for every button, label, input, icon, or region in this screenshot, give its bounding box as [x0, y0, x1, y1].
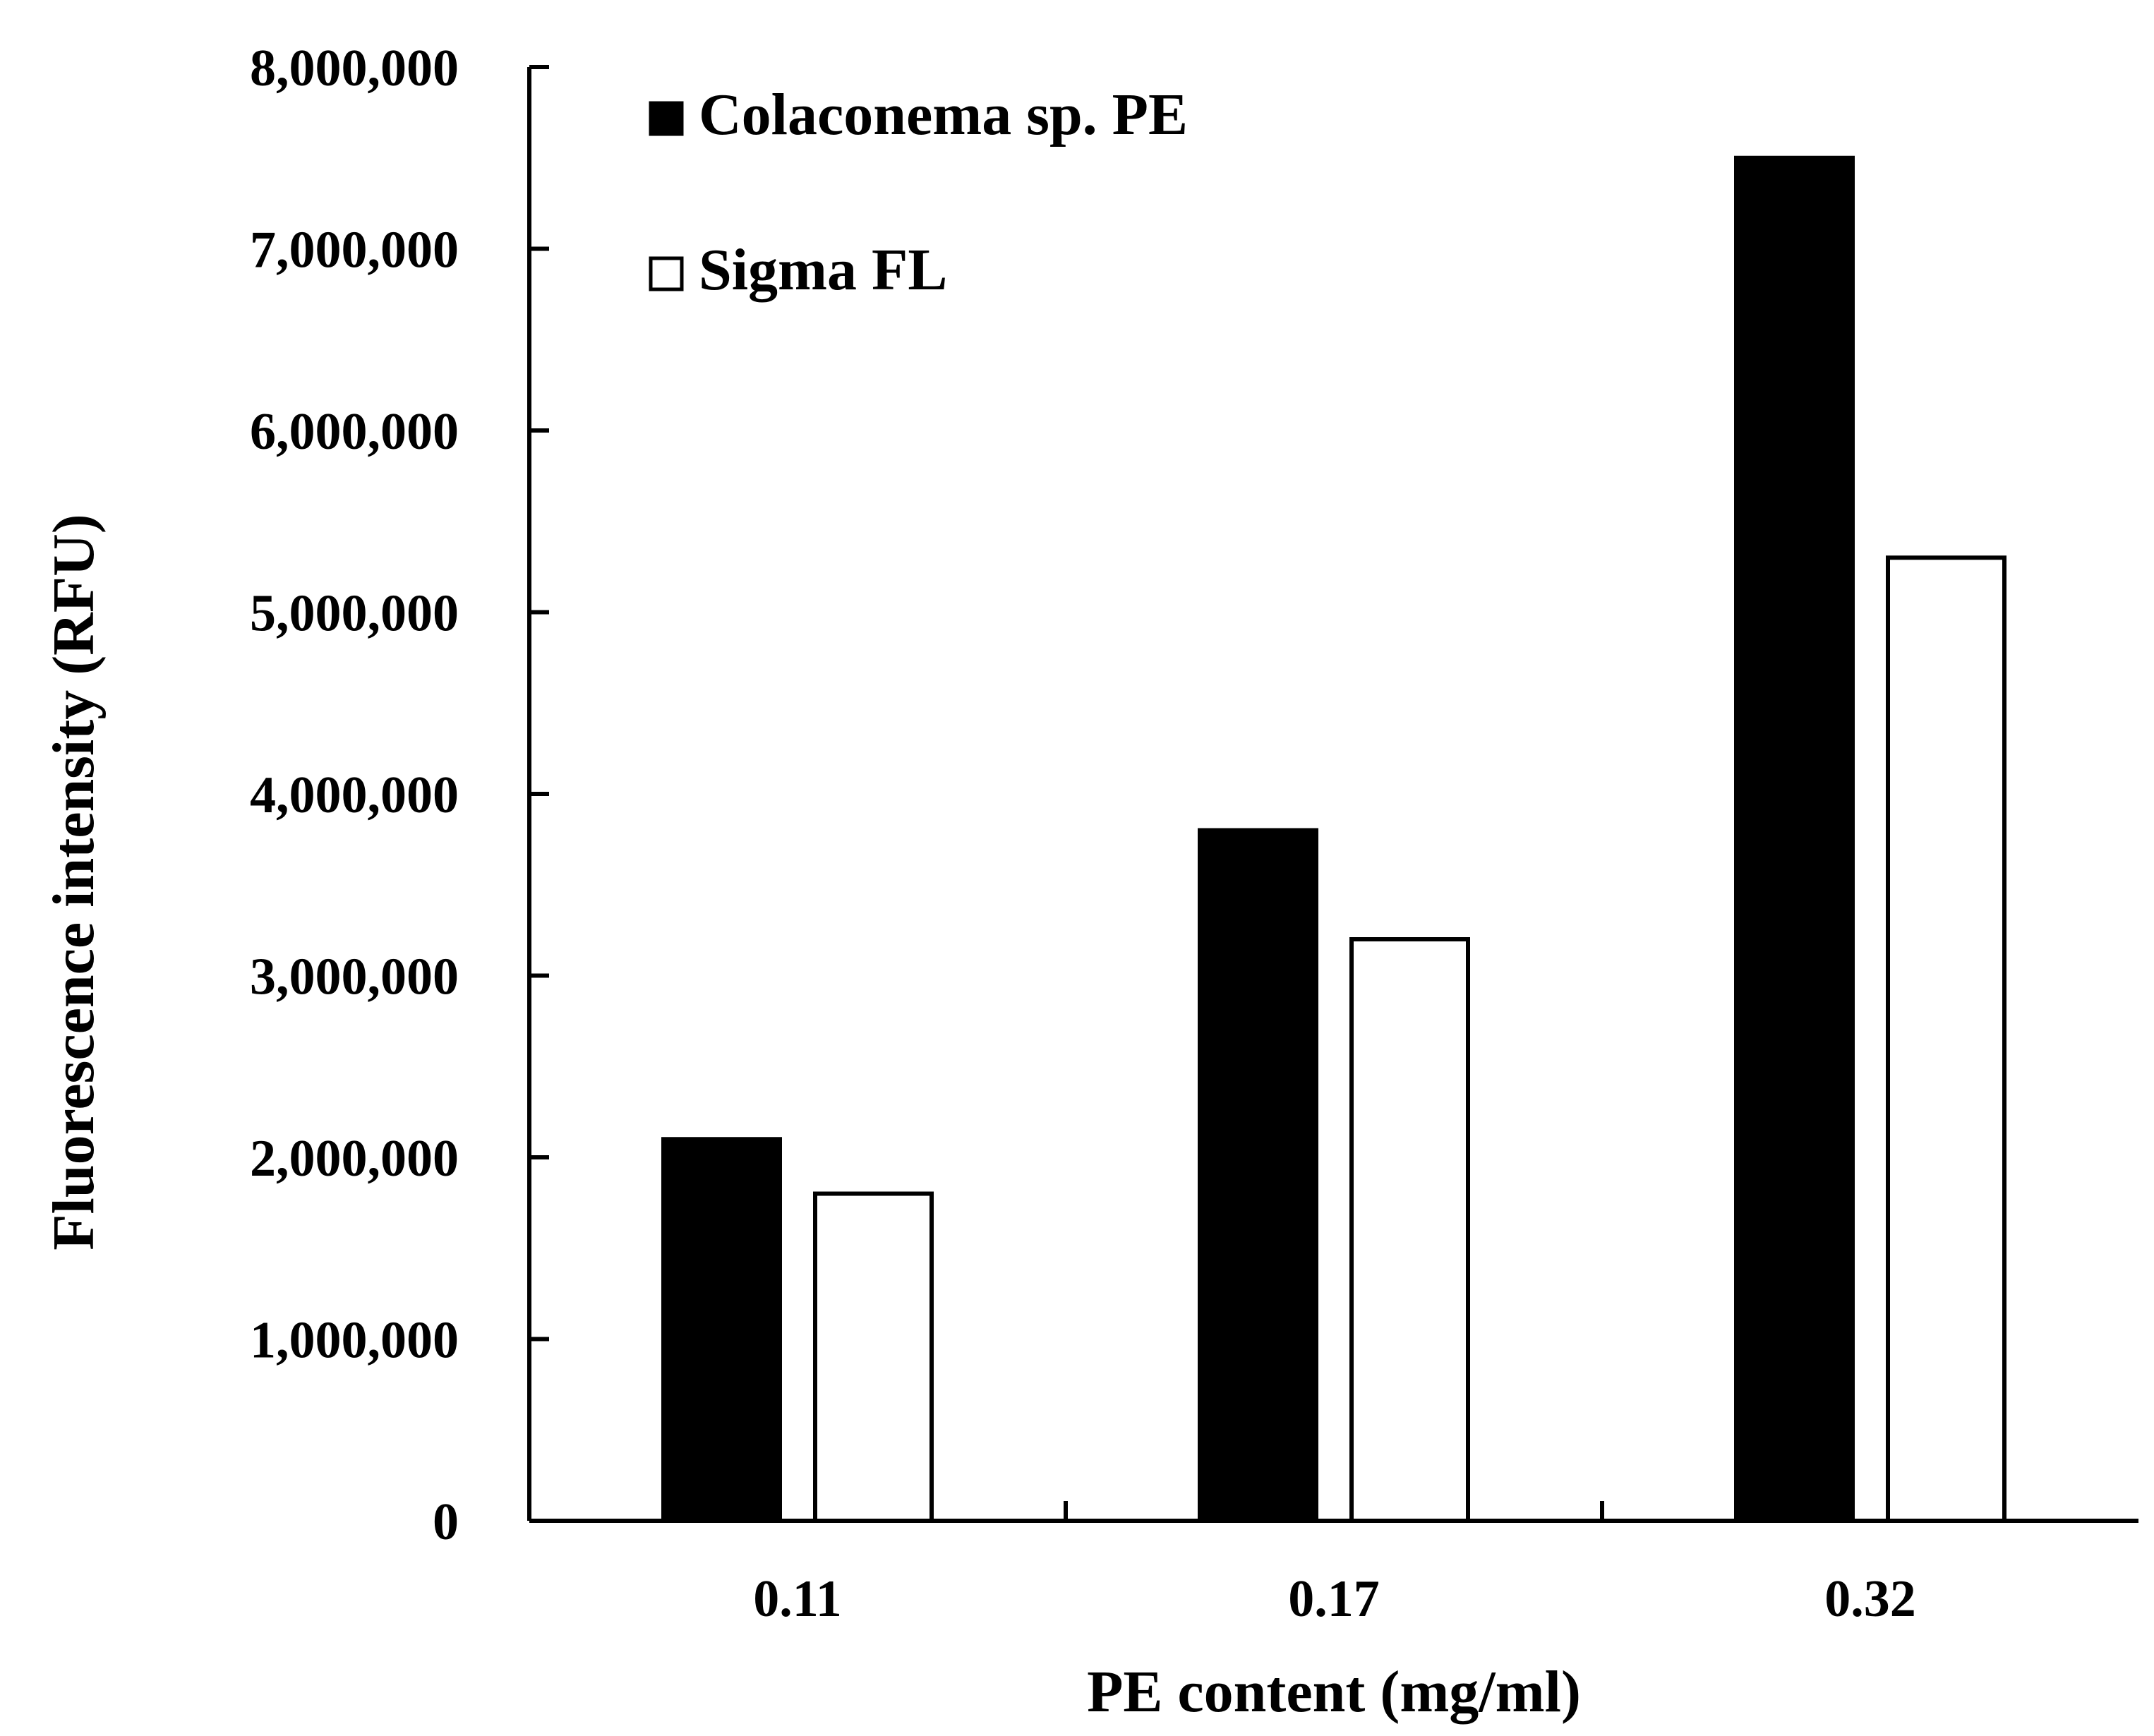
y-axis-ticks: 0 1,000,000 2,000,000 3,000,000 4,000,000 5,0… [250, 40, 549, 1551]
legend-label-colaconema: Colaconema sp. PE [699, 82, 1188, 147]
y-tick-label: 7,000,000 [250, 222, 459, 279]
x-tick-label: 0.17 [1288, 1570, 1380, 1628]
x-axis-ticks: 0.11 0.17 0.32 [753, 1501, 1916, 1628]
y-tick-label: 4,000,000 [250, 766, 459, 824]
bars-layer [661, 155, 2006, 1523]
y-tick-label: 8,000,000 [250, 40, 459, 97]
y-axis-title: Fluorescence intensity (RFU) [41, 514, 107, 1250]
legend-label-sigma: Sigma FL [699, 237, 947, 303]
y-tick-label: 6,000,000 [250, 403, 459, 461]
y-tick-label: 1,000,000 [250, 1312, 459, 1370]
y-tick-label: 0 [433, 1493, 459, 1551]
bar-sigma-0.32 [1886, 555, 2006, 1523]
bar-colaconema-0.32 [1734, 155, 1855, 1523]
bar-colaconema-0.11 [661, 1137, 782, 1523]
y-tick-label: 2,000,000 [250, 1130, 459, 1188]
bar-sigma-0.17 [1349, 937, 1470, 1523]
legend-swatch-colaconema [649, 101, 684, 136]
x-tick-label: 0.11 [753, 1570, 841, 1628]
bar-colaconema-0.17 [1198, 828, 1318, 1523]
bar-sigma-0.11 [813, 1191, 934, 1523]
legend: Colaconema sp. PE Sigma FL [649, 82, 1188, 303]
x-axis-title: PE content (mg/ml) [1087, 1659, 1581, 1725]
y-tick-label: 3,000,000 [250, 948, 459, 1006]
y-tick-label: 5,000,000 [250, 585, 459, 643]
x-tick-label: 0.32 [1824, 1570, 1916, 1628]
legend-swatch-sigma [649, 256, 684, 291]
